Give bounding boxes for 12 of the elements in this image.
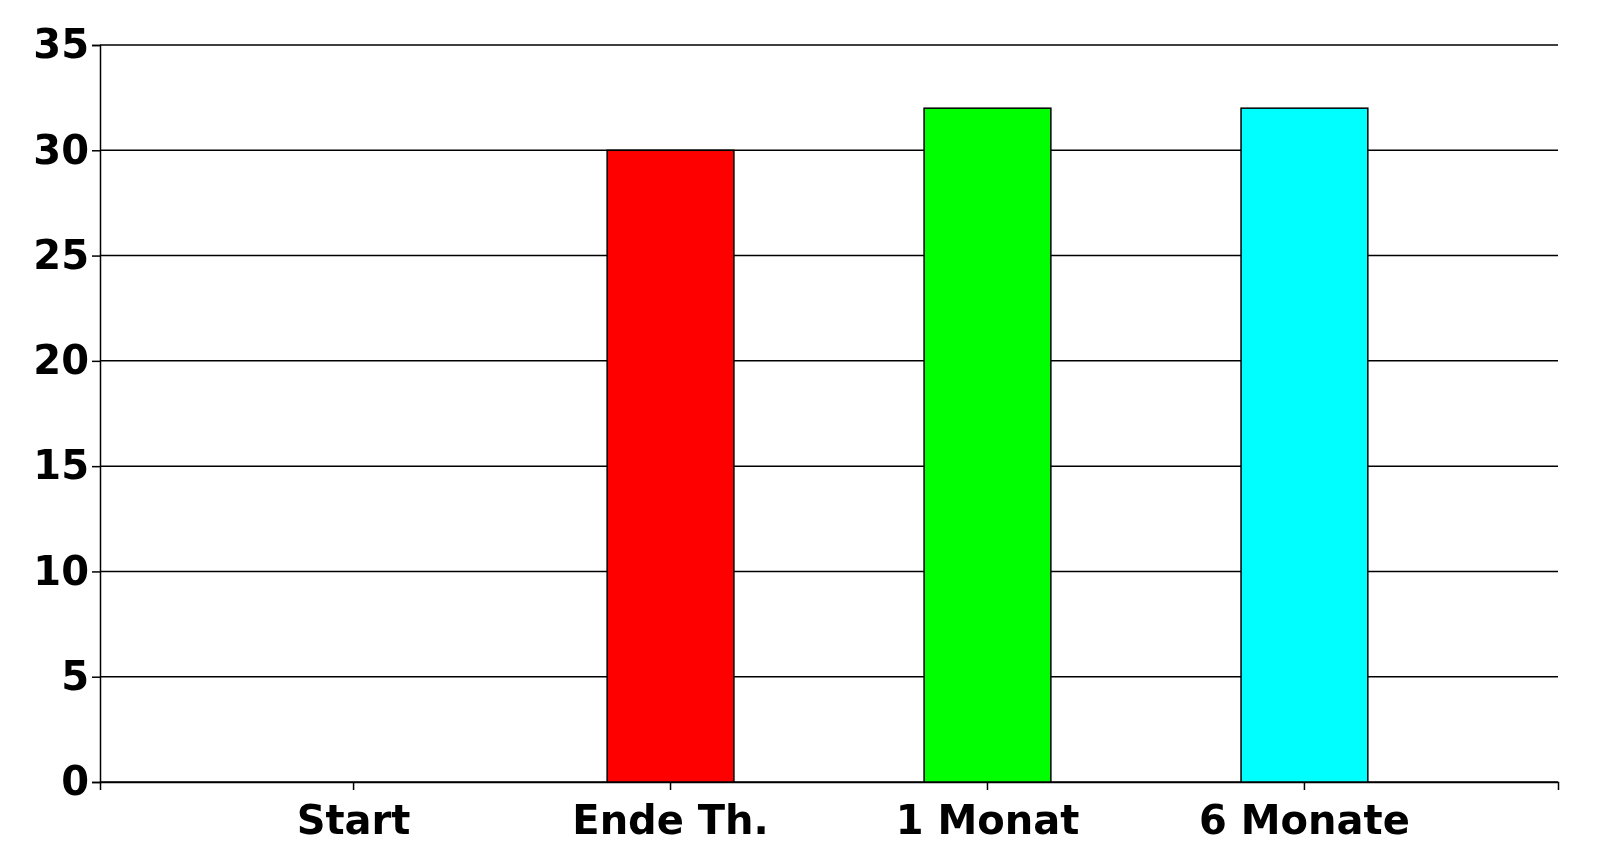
x-tick-label: Ende Th.: [572, 797, 769, 844]
x-tick-label: 6 Monate: [1199, 797, 1410, 844]
y-tick-label: 15: [33, 442, 89, 489]
x-tick-label: Start: [296, 797, 411, 844]
x-tick-label: 1 Monat: [895, 797, 1080, 844]
y-tick-label: 5: [61, 653, 89, 700]
y-tick-label: 35: [33, 21, 89, 68]
y-tick-label: 20: [33, 337, 89, 384]
y-tick-label: 10: [33, 547, 89, 594]
y-tick-label: 25: [33, 231, 89, 278]
y-tick-label: 30: [33, 126, 89, 173]
y-tick-label: 0: [61, 758, 89, 805]
